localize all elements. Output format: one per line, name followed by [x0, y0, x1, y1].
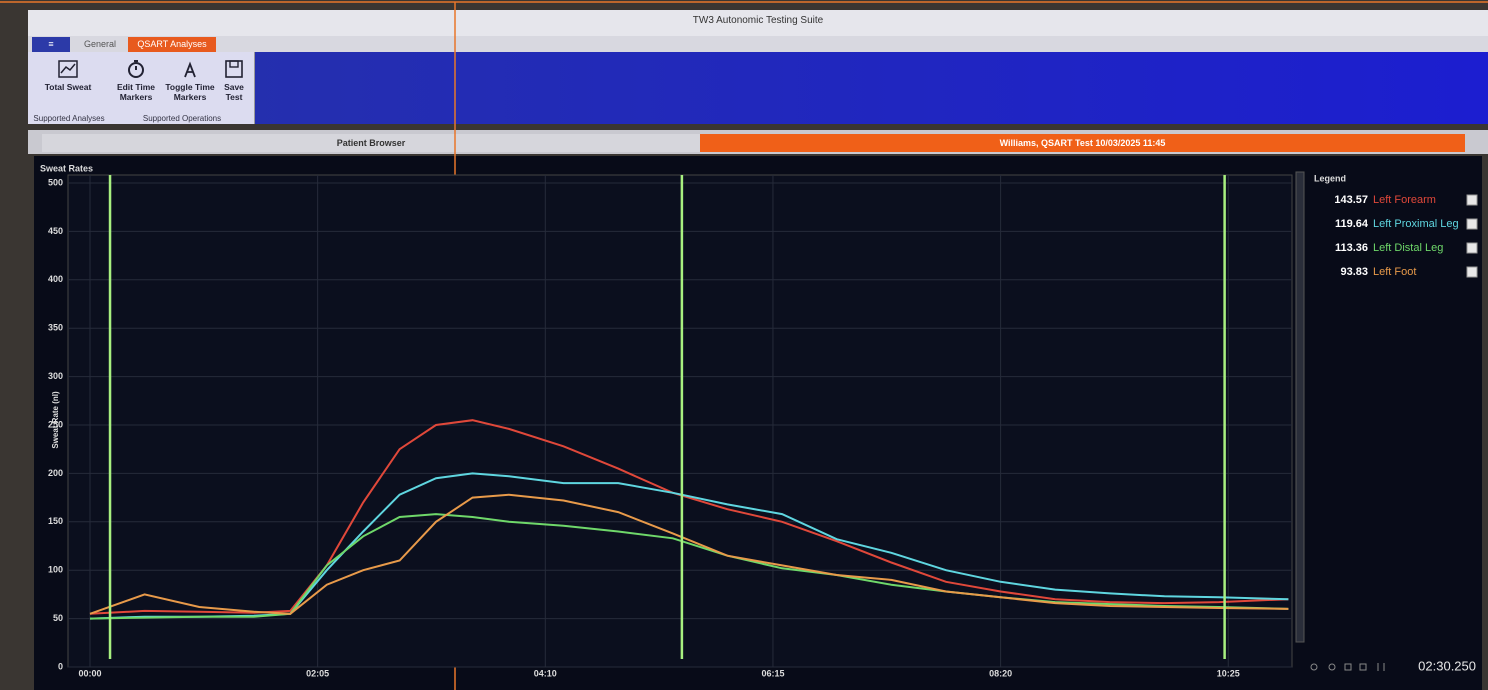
elapsed-time: 02:30.250: [1418, 658, 1476, 673]
x-tick-label: 00:00: [78, 668, 101, 678]
legend-label: Left Forearm: [1373, 194, 1436, 206]
legend-title: Legend: [1314, 173, 1346, 183]
y-tick-label: 50: [53, 613, 63, 623]
legend-value: 119.64: [1335, 218, 1369, 230]
x-tick-label: 10:25: [1217, 668, 1240, 678]
legend-checkbox[interactable]: [1467, 195, 1477, 205]
chart: Sweat Rates Sweat Rate (nl) Legend 02:30…: [0, 0, 1488, 690]
y-tick-label: 300: [48, 371, 63, 381]
legend-checkbox[interactable]: [1467, 243, 1477, 253]
y-tick-label: 500: [48, 177, 63, 187]
zoom-toolbar: [1311, 663, 1384, 671]
legend-checkbox[interactable]: [1467, 219, 1477, 229]
y-tick-label: 400: [48, 274, 63, 284]
x-tick-label: 08:20: [989, 668, 1012, 678]
chart-title: Sweat Rates: [40, 163, 93, 173]
legend-label: Left Proximal Leg: [1373, 218, 1459, 230]
y-tick-label: 450: [48, 226, 63, 236]
y-tick-label: 350: [48, 323, 63, 333]
legend-value: 143.57: [1334, 194, 1368, 206]
legend-value: 93.83: [1340, 266, 1368, 278]
legend-label: Left Distal Leg: [1373, 242, 1443, 254]
screen: TW3 Autonomic Testing Suite ≡ General QS…: [0, 0, 1488, 690]
scrollbar[interactable]: [1296, 172, 1304, 642]
y-tick-label: 200: [48, 468, 63, 478]
y-tick-label: 100: [48, 565, 63, 575]
x-tick-label: 02:05: [306, 668, 329, 678]
y-tick-label: 150: [48, 516, 63, 526]
legend-value: 113.36: [1335, 242, 1368, 254]
x-tick-label: 04:10: [534, 668, 557, 678]
legend-label: Left Foot: [1373, 266, 1416, 278]
y-tick-label: 0: [58, 661, 63, 671]
legend-checkbox[interactable]: [1467, 267, 1477, 277]
x-tick-label: 06:15: [761, 668, 784, 678]
y-tick-label: 250: [48, 419, 63, 429]
